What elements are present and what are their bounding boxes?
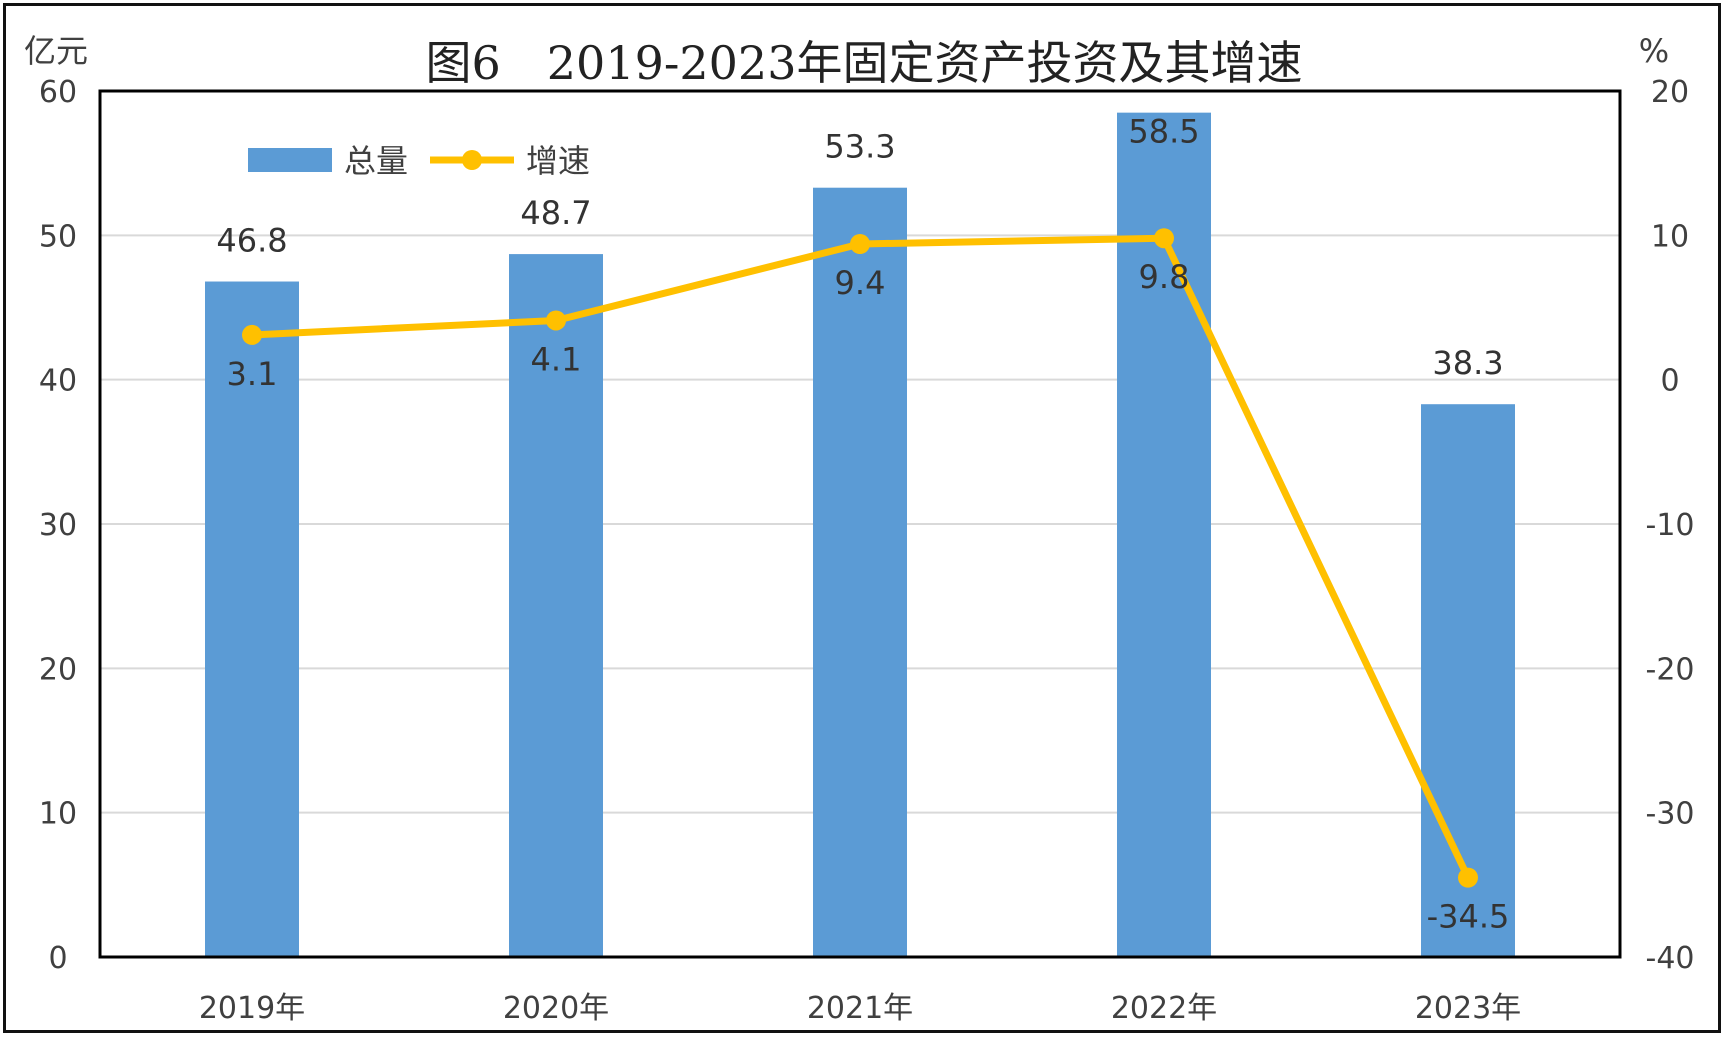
x-tick-label: 2020年 — [503, 991, 609, 1026]
chart-canvas: 图6 2019-2023年固定资产投资及其增速 亿元 % 0 10 20 30 40 50… — [24, 32, 1695, 1026]
legend-label-bar: 总量 — [344, 142, 408, 180]
right-tick-label: 10 — [1651, 219, 1689, 254]
right-axis-unit: % — [1639, 32, 1669, 70]
bar-value-label: 38.3 — [1432, 344, 1503, 382]
left-tick-label: 60 — [39, 75, 77, 110]
legend-label-line: 增速 — [526, 142, 590, 180]
legend-swatch-bar — [248, 148, 332, 172]
legend: 总量 增速 — [248, 142, 590, 180]
chart-frame: 图6 2019-2023年固定资产投资及其增速 亿元 % 0 10 20 30 40 50… — [3, 3, 1721, 1033]
right-tick-label: 0 — [1660, 364, 1679, 399]
line-data-labels: 3.1 4.1 9.4 9.8 -34.5 — [227, 258, 1510, 935]
bar-series — [205, 112, 1515, 957]
bar — [1117, 112, 1211, 957]
left-tick-label: 30 — [39, 508, 77, 543]
right-tick-label: -40 — [1646, 941, 1695, 976]
line-value-label: 9.4 — [835, 264, 886, 302]
bar-value-label: 53.3 — [824, 128, 895, 166]
line-value-label: 3.1 — [227, 355, 278, 393]
left-tick-label: 40 — [39, 364, 77, 399]
line-value-label: 9.8 — [1139, 258, 1190, 296]
right-axis-ticks: -40 -30 -20 -10 0 10 20 — [1646, 75, 1695, 976]
x-tick-label: 2022年 — [1111, 991, 1217, 1026]
legend-swatch-marker — [462, 150, 482, 170]
line-point — [1154, 228, 1174, 249]
plot-area-border — [98, 89, 1622, 959]
left-axis-ticks: 0 10 20 30 40 50 60 — [39, 75, 77, 976]
bar-value-label: 58.5 — [1128, 113, 1199, 151]
left-tick-label: 50 — [39, 219, 77, 254]
x-tick-label: 2019年 — [199, 991, 305, 1026]
left-axis-unit: 亿元 — [24, 32, 88, 70]
bar-data-labels: 46.8 48.7 53.3 58.5 38.3 — [216, 113, 1503, 383]
right-tick-label: 20 — [1651, 75, 1689, 110]
line-series — [242, 228, 1478, 888]
right-tick-label: -20 — [1646, 652, 1695, 687]
x-tick-label: 2023年 — [1415, 991, 1521, 1026]
right-tick-label: -30 — [1646, 797, 1695, 832]
line-point — [850, 233, 870, 254]
right-tick-label: -10 — [1646, 508, 1695, 543]
x-tick-label: 2021年 — [807, 991, 913, 1026]
bar — [205, 281, 299, 957]
bar-value-label: 46.8 — [216, 222, 287, 260]
line-point — [546, 310, 566, 331]
line-value-label: 4.1 — [531, 340, 582, 378]
bar — [813, 187, 907, 957]
bar-value-label: 48.7 — [520, 194, 591, 232]
chart-title: 图6 2019-2023年固定资产投资及其增速 — [426, 36, 1303, 90]
line-point — [1458, 867, 1478, 888]
bar — [1421, 404, 1515, 957]
x-axis-labels: 2019年 2020年 2021年 2022年 2023年 — [199, 991, 1521, 1026]
left-tick-label: 0 — [48, 941, 67, 976]
left-tick-label: 10 — [39, 797, 77, 832]
left-tick-label: 20 — [39, 652, 77, 687]
line-point — [242, 324, 262, 345]
line-value-label: -34.5 — [1427, 898, 1510, 936]
bar — [509, 254, 603, 957]
